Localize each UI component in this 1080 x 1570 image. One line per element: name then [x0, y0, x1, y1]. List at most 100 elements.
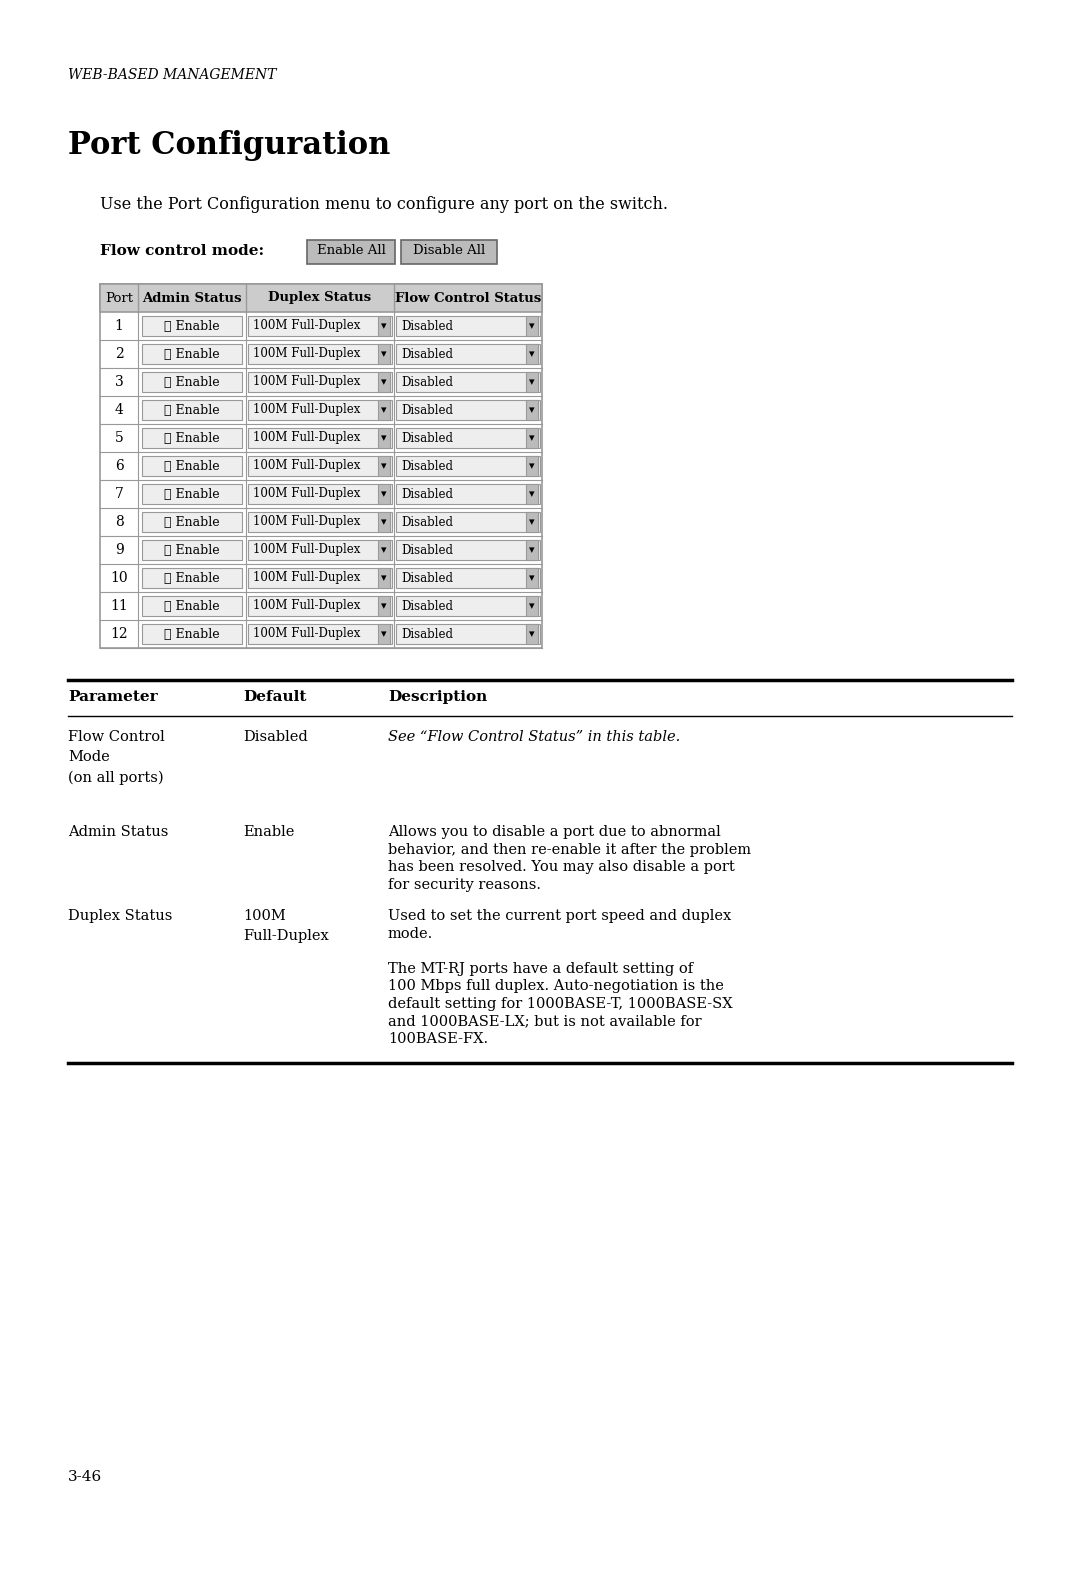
Text: Default: Default: [243, 689, 307, 703]
Text: ▾: ▾: [381, 601, 387, 611]
Bar: [396, 623, 540, 644]
Text: 12: 12: [110, 626, 127, 641]
Text: Disable All: Disable All: [413, 243, 485, 257]
Text: Disabled: Disabled: [401, 432, 453, 444]
Text: ☑ Enable: ☑ Enable: [164, 600, 220, 612]
Text: 8: 8: [114, 515, 123, 529]
Bar: [526, 316, 538, 336]
Text: Disabled: Disabled: [401, 460, 453, 473]
Bar: [141, 512, 242, 532]
Text: ☑ Enable: ☑ Enable: [164, 403, 220, 416]
Bar: [396, 316, 540, 336]
Bar: [526, 344, 538, 364]
Text: ▾: ▾: [381, 488, 387, 499]
Text: 100M Full-Duplex: 100M Full-Duplex: [253, 600, 361, 612]
Text: behavior, and then re-enable it after the problem: behavior, and then re-enable it after th…: [388, 843, 751, 857]
Text: 9: 9: [114, 543, 123, 557]
Text: 4: 4: [114, 403, 123, 418]
Text: Disabled: Disabled: [401, 543, 453, 556]
Text: Disabled: Disabled: [401, 571, 453, 584]
Text: 11: 11: [110, 600, 127, 612]
Bar: [401, 240, 497, 264]
Bar: [248, 484, 392, 504]
Bar: [141, 344, 242, 364]
Text: 100BASE-FX.: 100BASE-FX.: [388, 1031, 488, 1046]
Bar: [100, 284, 542, 648]
Bar: [526, 623, 538, 644]
Text: Flow control mode:: Flow control mode:: [100, 243, 265, 257]
Text: ▾: ▾: [381, 630, 387, 639]
Text: for security reasons.: for security reasons.: [388, 878, 541, 892]
Bar: [378, 429, 390, 447]
Text: ▾: ▾: [529, 405, 535, 414]
Text: ▾: ▾: [381, 320, 387, 331]
Text: Disabled: Disabled: [243, 730, 308, 744]
Bar: [378, 400, 390, 421]
Text: 100 Mbps full duplex. Auto-negotiation is the: 100 Mbps full duplex. Auto-negotiation i…: [388, 980, 724, 994]
Text: ▾: ▾: [529, 488, 535, 499]
Text: Disabled: Disabled: [401, 488, 453, 501]
Text: Disabled: Disabled: [401, 375, 453, 388]
Bar: [378, 568, 390, 589]
Text: 100M Full-Duplex: 100M Full-Duplex: [253, 460, 361, 473]
Text: Use the Port Configuration menu to configure any port on the switch.: Use the Port Configuration menu to confi…: [100, 196, 669, 214]
Text: Admin Status: Admin Status: [68, 826, 168, 840]
Text: ▾: ▾: [529, 349, 535, 360]
Text: Flow Control Status: Flow Control Status: [395, 292, 541, 305]
Bar: [526, 484, 538, 504]
Text: 100M Full-Duplex: 100M Full-Duplex: [253, 543, 361, 556]
Bar: [396, 484, 540, 504]
Text: ▾: ▾: [529, 517, 535, 528]
Bar: [526, 568, 538, 589]
Text: ▾: ▾: [381, 377, 387, 386]
Text: ▾: ▾: [381, 462, 387, 471]
Bar: [248, 400, 392, 421]
Text: ▾: ▾: [381, 573, 387, 582]
Text: 3-46: 3-46: [68, 1470, 103, 1484]
Text: has been resolved. You may also disable a port: has been resolved. You may also disable …: [388, 860, 734, 874]
Text: Disabled: Disabled: [401, 403, 453, 416]
Text: 100M Full-Duplex: 100M Full-Duplex: [253, 515, 361, 529]
Text: ▾: ▾: [529, 630, 535, 639]
Text: ▾: ▾: [529, 377, 535, 386]
Text: Duplex Status: Duplex Status: [269, 292, 372, 305]
Text: ☑ Enable: ☑ Enable: [164, 628, 220, 641]
Text: ▾: ▾: [529, 320, 535, 331]
Text: ▾: ▾: [381, 405, 387, 414]
Text: ☑ Enable: ☑ Enable: [164, 432, 220, 444]
Text: Parameter: Parameter: [68, 689, 158, 703]
Text: ▾: ▾: [529, 433, 535, 443]
Text: 5: 5: [114, 432, 123, 444]
Text: 7: 7: [114, 487, 123, 501]
Text: ☑ Enable: ☑ Enable: [164, 320, 220, 333]
Text: WEB-BASED MANAGEMENT: WEB-BASED MANAGEMENT: [68, 68, 276, 82]
Text: 1: 1: [114, 319, 123, 333]
Text: 10: 10: [110, 571, 127, 586]
Bar: [378, 623, 390, 644]
Bar: [526, 429, 538, 447]
Text: Disabled: Disabled: [401, 320, 453, 333]
Bar: [141, 484, 242, 504]
Bar: [396, 512, 540, 532]
Bar: [396, 597, 540, 615]
Bar: [526, 400, 538, 421]
Bar: [248, 597, 392, 615]
Bar: [378, 344, 390, 364]
Text: Disabled: Disabled: [401, 600, 453, 612]
Bar: [141, 372, 242, 392]
Text: default setting for 1000BASE-T, 1000BASE-SX: default setting for 1000BASE-T, 1000BASE…: [388, 997, 732, 1011]
Text: ☑ Enable: ☑ Enable: [164, 571, 220, 584]
Bar: [248, 568, 392, 589]
Text: See “Flow Control Status” in this table.: See “Flow Control Status” in this table.: [388, 730, 680, 744]
Bar: [526, 455, 538, 476]
Text: Port Configuration: Port Configuration: [68, 130, 390, 162]
Text: Disabled: Disabled: [401, 515, 453, 529]
Bar: [378, 316, 390, 336]
Text: ☑ Enable: ☑ Enable: [164, 375, 220, 388]
Text: ☑ Enable: ☑ Enable: [164, 460, 220, 473]
Bar: [378, 597, 390, 615]
Bar: [396, 568, 540, 589]
Bar: [526, 372, 538, 392]
Text: ▾: ▾: [381, 349, 387, 360]
Bar: [248, 344, 392, 364]
